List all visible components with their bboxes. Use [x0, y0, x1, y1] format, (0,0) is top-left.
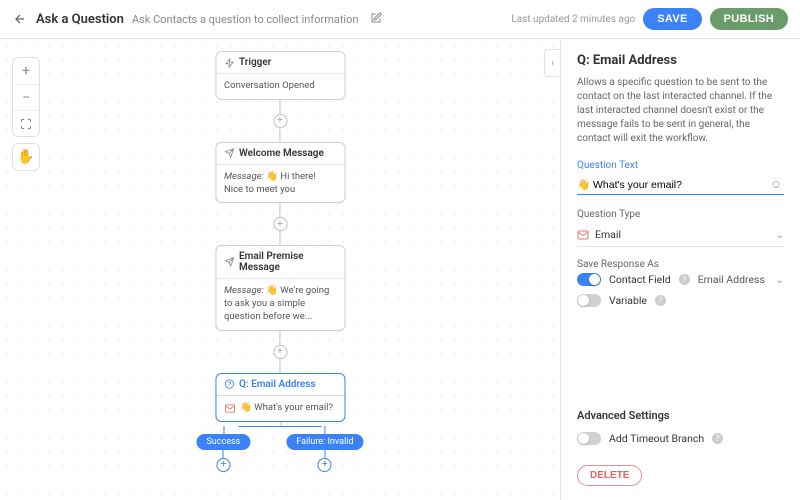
add-step-icon[interactable]: +: [318, 458, 332, 472]
delete-button[interactable]: DELETE: [577, 465, 642, 486]
send-icon: [224, 148, 234, 158]
publish-button[interactable]: PUBLISH: [710, 8, 788, 30]
branch-failure[interactable]: Failure: Invalid: [286, 434, 363, 450]
node-welcome[interactable]: Welcome Message Message: 👋 Hi there! Nic…: [215, 142, 345, 204]
add-step-icon[interactable]: +: [273, 114, 287, 128]
send-icon: [224, 257, 234, 267]
variable-toggle[interactable]: [577, 294, 601, 307]
chevron-down-icon: ⌄: [775, 273, 784, 286]
bolt-icon: [224, 58, 234, 68]
branches: Success + Failure: Invalid +: [196, 426, 363, 472]
timeout-toggle[interactable]: [577, 432, 601, 445]
contact-field-toggle[interactable]: [577, 273, 601, 286]
flow-container: Trigger Conversation Opened + Welcome Me…: [196, 51, 363, 472]
contact-field-select[interactable]: Email Address ⌄: [698, 273, 784, 286]
node-welcome-body: Message: 👋 Hi there! Nice to meet you: [216, 165, 344, 203]
panel-title: Q: Email Address: [577, 53, 784, 68]
emoji-picker-icon[interactable]: ☺: [770, 177, 784, 191]
save-button[interactable]: SAVE: [643, 8, 701, 30]
contact-field-label: Contact Field: [609, 273, 671, 286]
advanced-settings-label: Advanced Settings: [577, 409, 784, 422]
workflow-canvas[interactable]: + − ✋ Trigger Conversation O: [0, 39, 560, 500]
save-response-label: Save Response As: [577, 259, 784, 270]
question-text-input[interactable]: [577, 178, 766, 190]
mail-icon: [577, 229, 589, 241]
back-icon[interactable]: [12, 11, 28, 27]
edit-icon[interactable]: [370, 12, 384, 26]
add-step-icon[interactable]: +: [273, 345, 287, 359]
canvas-tools: + − ✋: [12, 57, 40, 171]
node-trigger-label: Trigger: [239, 57, 271, 68]
node-question-label: Q: Email Address: [239, 379, 316, 390]
branch-success[interactable]: Success: [196, 434, 250, 450]
node-trigger-body: Conversation Opened: [216, 74, 344, 99]
question-text-label: Question Text: [577, 160, 784, 171]
pan-icon[interactable]: ✋: [13, 144, 39, 170]
node-question[interactable]: Q: Email Address 👋 What's your email?: [215, 373, 345, 422]
add-step-icon[interactable]: +: [216, 458, 230, 472]
page-title: Ask a Question: [36, 12, 124, 27]
properties-panel: Q: Email Address Allows a specific quest…: [560, 39, 800, 500]
header: Ask a Question Ask Contacts a question t…: [0, 0, 800, 39]
chevron-down-icon: ⌄: [775, 228, 784, 241]
mail-icon: [224, 403, 235, 414]
question-type-label: Question Type: [577, 209, 784, 220]
question-icon: [224, 379, 234, 389]
question-type-select[interactable]: Email ⌄: [577, 223, 784, 247]
zoom-fit-icon[interactable]: [13, 110, 39, 136]
page-subtitle: Ask Contacts a question to collect infor…: [132, 13, 359, 26]
help-icon[interactable]: ?: [712, 433, 723, 444]
zoom-in-icon[interactable]: +: [13, 58, 39, 84]
last-updated: Last updated 2 minutes ago: [511, 14, 635, 25]
node-premise-label: Email Premise Message: [239, 251, 336, 273]
variable-label: Variable: [609, 294, 647, 307]
node-welcome-label: Welcome Message: [239, 148, 324, 159]
help-icon[interactable]: ?: [679, 274, 690, 285]
add-step-icon[interactable]: +: [273, 217, 287, 231]
help-icon[interactable]: ?: [655, 295, 666, 306]
node-question-body: 👋 What's your email?: [216, 396, 344, 421]
node-premise-body: Message: 👋 We're going to ask you a simp…: [216, 279, 344, 329]
zoom-out-icon[interactable]: −: [13, 84, 39, 110]
node-premise[interactable]: Email Premise Message Message: 👋 We're g…: [215, 245, 345, 330]
panel-description: Allows a specific question to be sent to…: [577, 76, 784, 146]
timeout-label: Add Timeout Branch: [609, 432, 704, 445]
node-trigger[interactable]: Trigger Conversation Opened: [215, 51, 345, 100]
panel-collapse-icon[interactable]: ›: [544, 49, 560, 77]
